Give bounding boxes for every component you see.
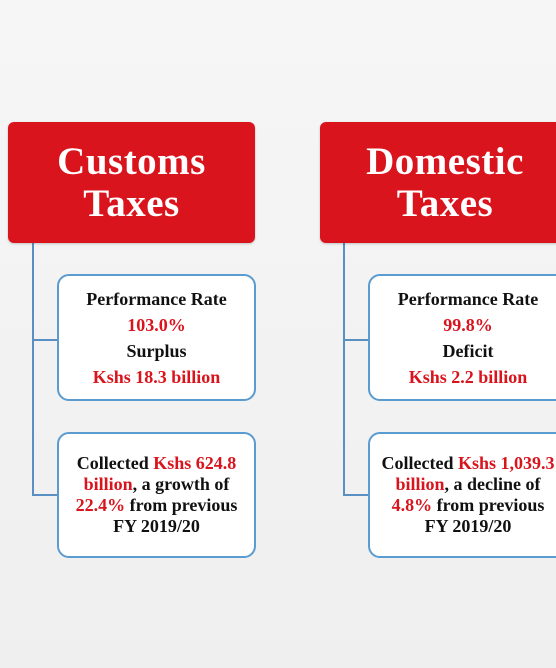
text: , a growth of xyxy=(132,474,230,494)
label: Surplus xyxy=(126,340,187,361)
text: Collected xyxy=(76,453,154,473)
value: Kshs 2.2 billion xyxy=(408,366,528,387)
value: 99.8% xyxy=(443,314,493,335)
label: Deficit xyxy=(442,340,494,361)
text: , a decline of xyxy=(444,474,541,494)
text: Collected xyxy=(381,453,458,473)
details-box: Collected Kshs 1,039.3 billion, a declin… xyxy=(368,432,556,558)
connector-right xyxy=(343,243,369,496)
summary-box: Performance Rate 99.8% Deficit Kshs 2.2 bil… xyxy=(368,274,556,401)
summary-box: Performance Rate 103.0% Surplus Kshs 18.3 b… xyxy=(57,274,256,401)
label: Performance Rate xyxy=(397,288,539,309)
text: from previous FY 2019/20 xyxy=(113,495,238,536)
header: Domestic Taxes xyxy=(320,122,556,243)
highlight: 22.4% xyxy=(75,495,126,515)
connector-left xyxy=(32,243,58,496)
header: Customs Taxes xyxy=(8,122,255,243)
highlight: Kshs 1,039.3 billion xyxy=(395,453,555,494)
details-text: Collected Kshs 1,039.3 billion, a declin… xyxy=(378,453,556,537)
value: Kshs 18.3 billion xyxy=(92,366,221,387)
details-box: Collected Kshs 624.8 billion, a growth o… xyxy=(57,432,256,558)
label: Performance Rate xyxy=(86,288,227,309)
text: from previous FY 2019/20 xyxy=(424,495,545,536)
value: 103.0% xyxy=(127,314,186,335)
details-text: Collected Kshs 624.8 billion, a growth o… xyxy=(67,453,246,537)
highlight: 4.8% xyxy=(391,495,433,515)
highlight: Kshs 624.8 billion xyxy=(83,453,237,494)
